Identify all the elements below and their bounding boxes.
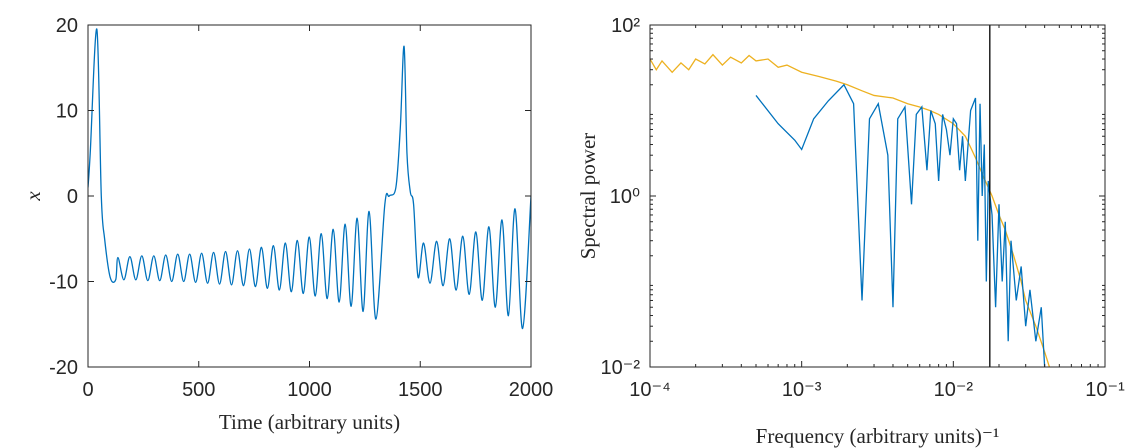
y-axis-label: x bbox=[21, 191, 45, 202]
y-tick-label: -10 bbox=[49, 272, 78, 294]
axes: 10⁻⁴ 10⁻³ 10⁻² 10⁻¹ 10⁻² 10⁰ 10² Frequency (arb… bbox=[576, 15, 1125, 448]
x-tick-label: 10⁻⁴ bbox=[629, 379, 670, 401]
series-line bbox=[755, 83, 1046, 367]
y-tick-label: 10 bbox=[56, 101, 78, 123]
x-tick-label: 1500 bbox=[398, 379, 443, 401]
x-tick-label: 500 bbox=[182, 379, 215, 401]
x-tick-label: 10⁻² bbox=[934, 379, 974, 401]
y-tick-label: 0 bbox=[67, 186, 78, 208]
x-axis-label: Frequency (arbitrary units)⁻¹ bbox=[756, 424, 1000, 448]
y-axis-label: Spectral power bbox=[576, 133, 600, 260]
y-tick-label: 10² bbox=[611, 15, 640, 37]
x-tick-label: 10⁻³ bbox=[782, 379, 822, 401]
x-tick-label: 0 bbox=[82, 379, 93, 401]
y-tick-label: -20 bbox=[49, 357, 78, 379]
y-tick-label: 10⁻² bbox=[601, 357, 641, 379]
x-tick-label: 10⁻¹ bbox=[1085, 379, 1125, 401]
x-tick-label: 2000 bbox=[509, 379, 554, 401]
axes-box bbox=[649, 24, 1106, 368]
x-axis-label: Time (arbitrary units) bbox=[219, 410, 400, 434]
x-tick-label: 1000 bbox=[287, 379, 332, 401]
plot-area bbox=[650, 53, 1051, 367]
axes: 0 500 1000 1500 2000 -20 -10 0 10 20 Time (arbitra… bbox=[21, 15, 553, 434]
plot-area bbox=[88, 28, 531, 330]
axes-box bbox=[87, 24, 532, 368]
y-tick-label: 10⁰ bbox=[610, 186, 640, 208]
series-line bbox=[88, 28, 531, 330]
series-line bbox=[650, 53, 1051, 367]
y-tick-label: 20 bbox=[56, 15, 78, 37]
